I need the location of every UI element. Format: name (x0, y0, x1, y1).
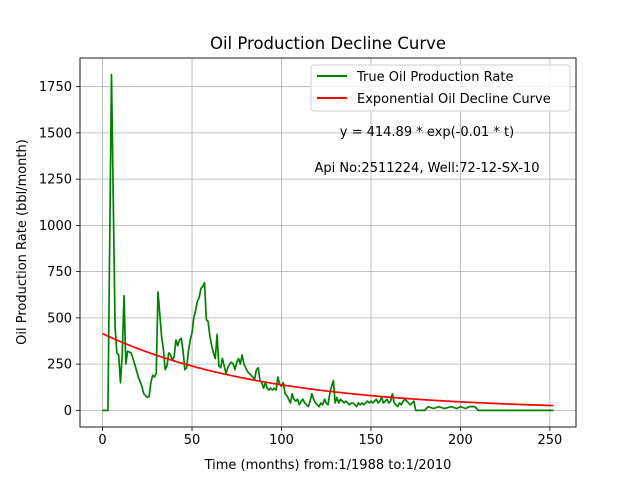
equation-annotation: y = 414.89 * exp(-0.01 * t) (340, 125, 514, 140)
y-axis-label: Oil Production Rate (bbl/month) (15, 139, 30, 345)
axis-ticks: 0 50 100 150 200 250 0 250 500 750 1000 1250 1500 175… (39, 80, 562, 448)
x-tick-label: 0 (98, 433, 106, 448)
y-tick-label: 250 (47, 358, 72, 373)
x-tick-label: 100 (269, 433, 294, 448)
series-layer (102, 73, 554, 412)
series-true-oil-production-rate (102, 73, 554, 412)
x-tick-label: 200 (448, 433, 473, 448)
x-tick-label: 150 (359, 433, 384, 448)
well-annotation: Api No:2511224, Well:72-12-SX-10 (314, 161, 539, 176)
y-tick-label: 1500 (39, 126, 72, 141)
legend-label-true-rate: True Oil Production Rate (356, 70, 513, 85)
legend: True Oil Production Rate Exponential Oil… (310, 64, 571, 112)
y-tick-label: 1000 (39, 219, 72, 234)
x-tick-label: 250 (537, 433, 562, 448)
legend-label-exponential: Exponential Oil Decline Curve (357, 92, 551, 107)
plot-area-frame (79, 57, 577, 428)
x-tick-label: 50 (184, 433, 201, 448)
y-tick-label: 500 (47, 311, 72, 326)
chart-title: Oil Production Decline Curve (210, 34, 446, 53)
series-exponential-oil-decline-curve (102, 332, 554, 407)
annotations: y = 414.89 * exp(-0.01 * t) Api No:25112… (314, 125, 539, 176)
y-tick-label: 1750 (39, 80, 72, 95)
y-tick-label: 1250 (39, 173, 72, 188)
x-axis-label: Time (months) from:1/1988 to:1/2010 (204, 458, 452, 473)
y-tick-label: 750 (47, 265, 72, 280)
legend-box (310, 64, 571, 112)
y-tick-label: 0 (64, 404, 72, 419)
